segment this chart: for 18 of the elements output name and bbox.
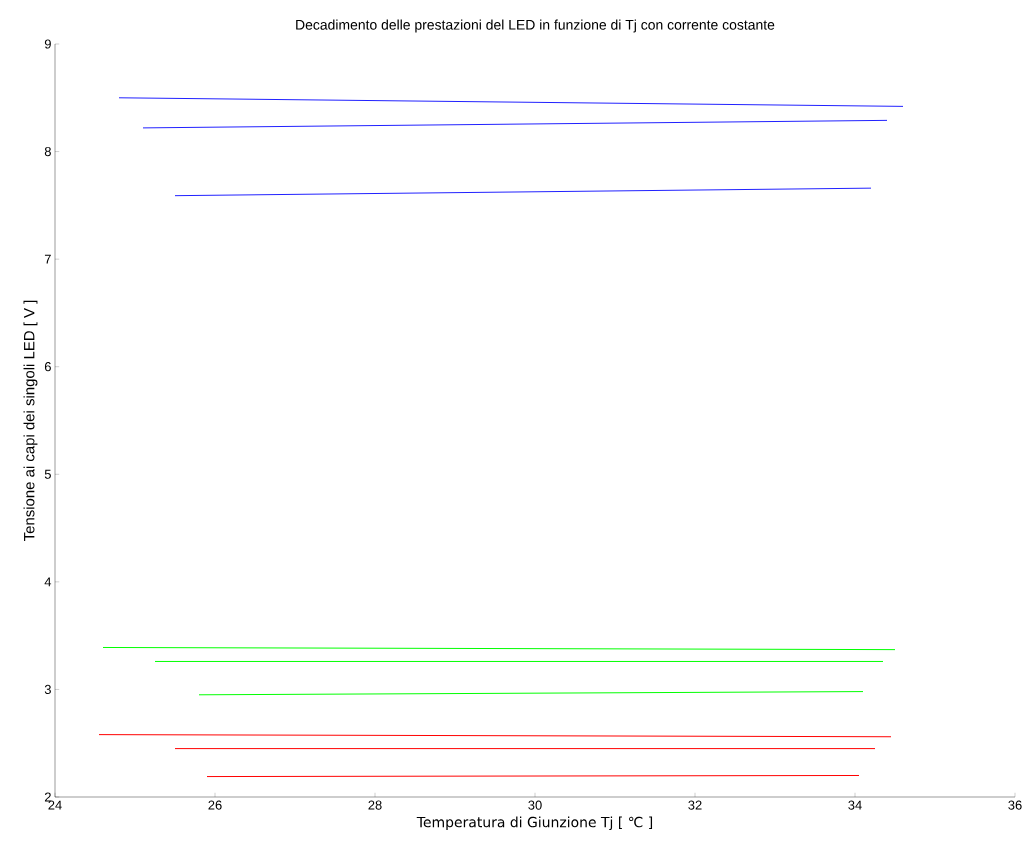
x-tick-label: 30 [528, 800, 542, 810]
x-tick-label: 26 [208, 800, 222, 810]
y-tick-label: 6 [44, 362, 51, 372]
y-tick-label: 8 [44, 146, 51, 157]
y-tick-label: 4 [44, 577, 52, 587]
y-tick-label: 7 [44, 254, 51, 264]
y-tick-label: 3 [44, 684, 51, 695]
chart-title: Decadimento delle prestazioni del LED in funzione di Tj con corrente costante [296, 19, 775, 33]
y-tick-label: 5 [44, 469, 51, 479]
x-axis-title: Temperatura di Giunzione Tj [ ℃ ] [416, 816, 653, 831]
y-axis-title: Tensione ai capi dei singoli LED [ V ] [23, 300, 38, 542]
y-tick-label: 2 [44, 792, 51, 802]
x-tick-label: 32 [688, 800, 702, 810]
y-tick-label: 9 [44, 39, 51, 49]
x-tick-label: 34 [848, 800, 862, 810]
x-tick-label: 36 [1008, 800, 1022, 810]
x-tick-label: 24 [48, 800, 62, 810]
x-tick-label: 28 [368, 800, 382, 810]
